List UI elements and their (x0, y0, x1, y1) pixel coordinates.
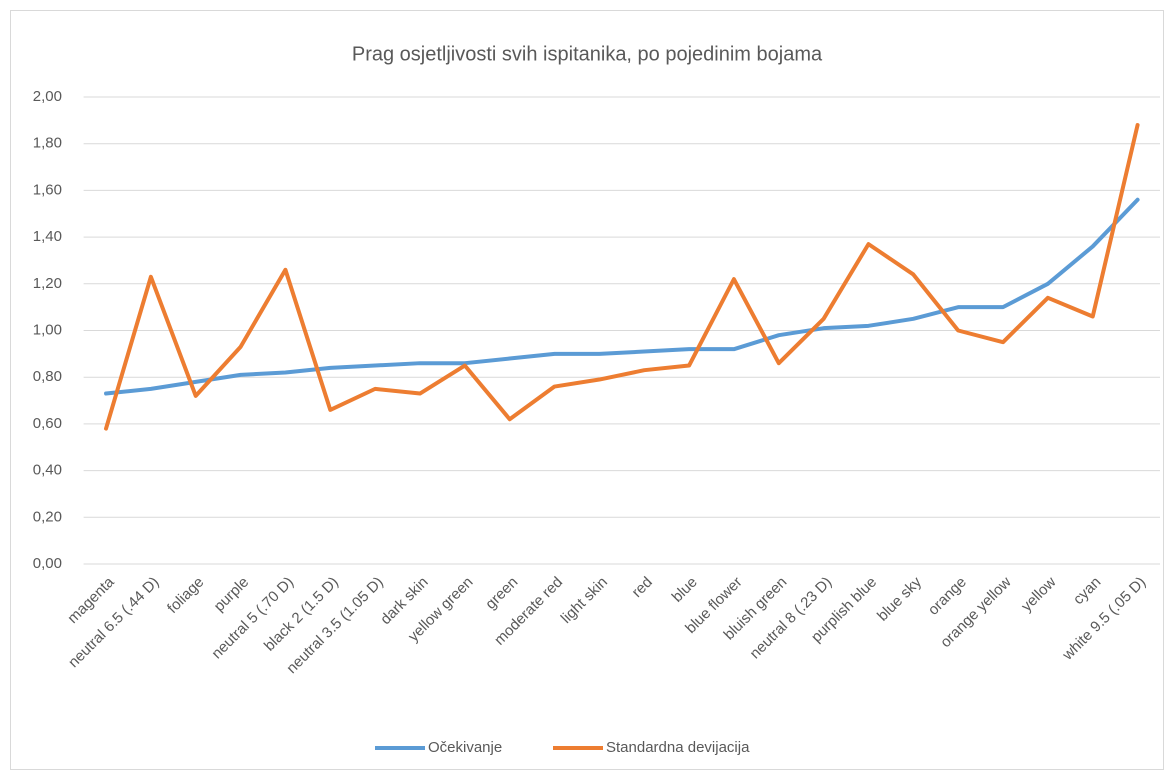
legend-label: Očekivanje (428, 739, 502, 756)
y-tick-label: 1,20 (33, 275, 62, 292)
chart-frame (10, 10, 1164, 770)
y-tick-label: 0,40 (33, 462, 62, 479)
legend-label: Standardna devijacija (606, 739, 750, 756)
y-tick-label: 1,00 (33, 321, 62, 338)
y-tick-label: 1,60 (33, 181, 62, 198)
y-tick-label: 0,00 (33, 555, 62, 572)
chart-title: Prag osjetljivosti svih ispitanika, po p… (352, 43, 823, 65)
series-line (104, 197, 1140, 396)
y-tick-label: 0,80 (33, 368, 62, 385)
y-tick-label: 1,40 (33, 228, 62, 245)
y-tick-label: 2,00 (33, 88, 62, 105)
series-line (104, 123, 1140, 431)
y-tick-label: 0,20 (33, 508, 62, 525)
y-tick-label: 0,60 (33, 415, 62, 432)
y-tick-label: 1,80 (33, 135, 62, 152)
